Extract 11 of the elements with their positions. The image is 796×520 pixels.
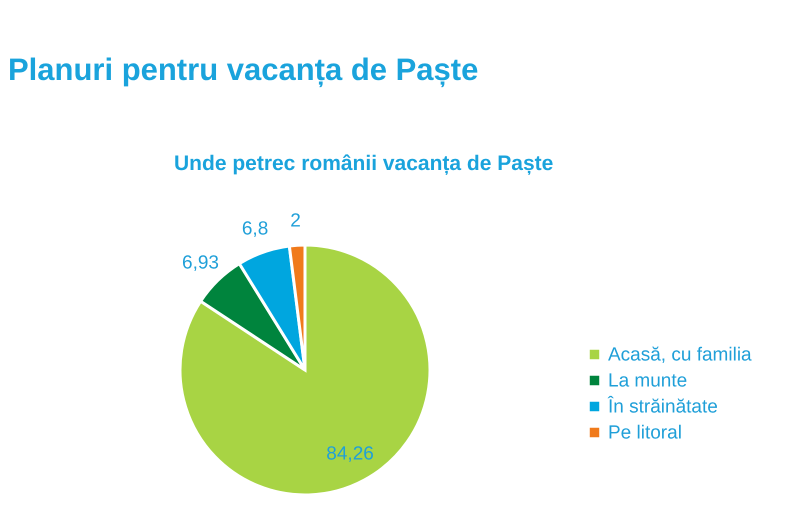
data-label: 84,26 — [326, 444, 374, 465]
data-label: 6,93 — [182, 252, 219, 274]
legend-label: La munte — [608, 370, 688, 392]
legend-label: În străinătate — [607, 396, 718, 418]
data-label: 2 — [290, 210, 301, 232]
chart-title: Planuri pentru vacanța de Paște — [8, 52, 478, 88]
pie-slice — [178, 244, 432, 496]
legend-label: Pe litoral — [608, 422, 682, 444]
legend-label: Acasă, cu familia — [608, 344, 752, 366]
chart-subtitle: Unde petrec românii vacanța de Paște — [174, 152, 554, 176]
data-label: 6,8 — [242, 218, 268, 240]
